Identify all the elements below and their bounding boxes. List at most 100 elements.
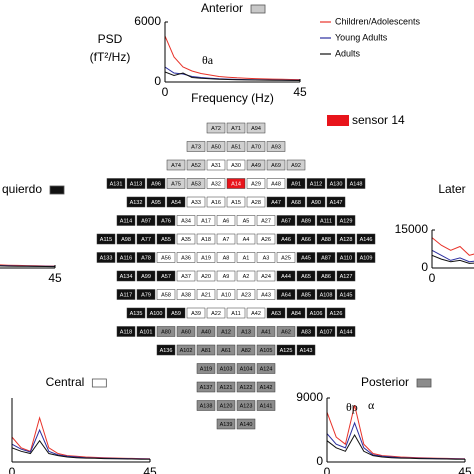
sensor (306, 178, 326, 189)
sensor-label: A85 (301, 292, 311, 298)
sensor (256, 270, 276, 282)
sensor (246, 178, 266, 189)
sensor-label: A147 (330, 200, 343, 206)
sensor (236, 381, 256, 393)
sensor (186, 159, 206, 171)
x-axis-label: Frequency (Hz) (191, 91, 274, 105)
sensor (236, 418, 256, 430)
sensor-label: A18 (201, 237, 211, 243)
sensor-label: A69 (271, 163, 281, 169)
sensor (236, 400, 256, 411)
sensor (186, 178, 206, 189)
sensor-label: A140 (240, 422, 253, 428)
sensor-label: A6 (223, 218, 230, 224)
sensor (296, 289, 316, 300)
sensor (116, 270, 136, 282)
sensor (156, 344, 176, 356)
sensor (356, 252, 376, 263)
sensor (296, 344, 316, 356)
sensor (136, 289, 156, 300)
sensor-label: A5 (243, 218, 250, 224)
sensor (276, 215, 296, 226)
sensor (306, 196, 326, 208)
sensor-label: A106 (310, 311, 323, 317)
sensor (166, 159, 186, 171)
sensor (286, 178, 306, 189)
sensor (256, 381, 276, 393)
series-line (165, 35, 300, 81)
sensor (196, 215, 216, 226)
sensor-label: A1 (243, 255, 250, 261)
sensor-label: A45 (301, 255, 311, 261)
annotation: θa (202, 53, 214, 67)
annotation: α (368, 398, 375, 412)
series-line (432, 254, 474, 264)
sensor-label: A60 (181, 329, 191, 335)
sensor-label: A136 (160, 348, 173, 354)
legend-label: Children/Adolescents (335, 16, 421, 26)
sensor-label: A33 (191, 200, 201, 206)
sensor-label: A12 (221, 329, 231, 335)
sensor-label: A63 (271, 311, 281, 317)
title-key (49, 185, 65, 195)
sensor (336, 289, 356, 300)
sensor-label: A138 (200, 403, 213, 409)
sensor-label: A135 (130, 311, 143, 317)
sensor-label: A39 (191, 311, 201, 317)
sensor (186, 196, 206, 208)
sensor (326, 178, 346, 189)
sensor-label: A56 (161, 255, 171, 261)
sensor (116, 215, 136, 226)
sensor (246, 307, 266, 319)
sensor-label: A47 (271, 200, 281, 206)
sensor (196, 289, 216, 300)
sensor-label: A88 (321, 237, 331, 243)
sensor (166, 307, 186, 319)
sensor-label: A67 (281, 218, 291, 224)
sensor (186, 307, 206, 319)
sensor-label: A99 (141, 274, 151, 280)
sensor-label: A4 (243, 237, 250, 243)
sensor-label: A90 (311, 200, 321, 206)
sensor-label: A95 (151, 200, 161, 206)
sensor-label: A32 (211, 181, 221, 187)
sensor-label: A113 (130, 181, 142, 187)
sensor (226, 196, 246, 208)
sensor-label: A16 (211, 200, 221, 206)
sensor-label: A43 (261, 292, 271, 298)
sensor-label: A105 (260, 348, 273, 354)
annotation: θp (346, 400, 358, 414)
x-tick-label: 45 (293, 85, 307, 99)
sensor (126, 196, 146, 208)
sensor-label: A10 (221, 292, 231, 298)
sensor-label: A137 (200, 385, 213, 391)
sensor-label: A112 (310, 181, 322, 187)
sensor (216, 381, 236, 393)
sensor-label: A19 (201, 255, 211, 261)
sensor-label: A127 (340, 274, 353, 280)
sensor-label: A37 (181, 274, 191, 280)
series-line (432, 237, 474, 256)
sensor (236, 344, 256, 356)
sensor (206, 141, 226, 152)
sensor (176, 252, 196, 263)
series-line (0, 265, 55, 267)
sensor (136, 233, 156, 245)
sensor-label: A97 (141, 218, 151, 224)
sensor (256, 344, 276, 356)
chart-title: Later (438, 182, 465, 196)
y-axis-label: PSD (98, 32, 123, 46)
sensor (206, 159, 226, 171)
highlight-key (327, 115, 349, 126)
sensor (156, 233, 176, 245)
sensor (216, 363, 236, 374)
sensor (276, 233, 296, 245)
sensor (146, 196, 166, 208)
highlight-label: sensor 14 (352, 113, 405, 127)
sensor-label: A31 (211, 163, 221, 169)
sensor-label: A28 (251, 200, 261, 206)
sensor (226, 178, 246, 189)
sensor (226, 307, 246, 319)
sensor (146, 178, 166, 189)
